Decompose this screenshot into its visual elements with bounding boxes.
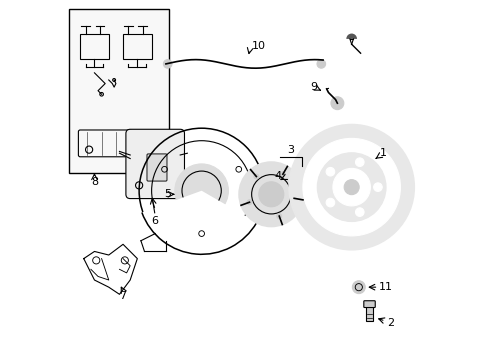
Circle shape <box>246 200 251 205</box>
Text: 6: 6 <box>151 216 159 226</box>
Circle shape <box>355 158 364 166</box>
Circle shape <box>332 168 370 206</box>
Text: 8: 8 <box>91 177 98 187</box>
Circle shape <box>253 174 258 179</box>
Wedge shape <box>142 191 256 254</box>
Circle shape <box>330 97 343 110</box>
Circle shape <box>276 213 281 219</box>
Circle shape <box>163 60 172 68</box>
Text: 7: 7 <box>119 291 126 301</box>
Circle shape <box>316 60 325 68</box>
Circle shape <box>302 138 400 236</box>
Circle shape <box>325 198 334 207</box>
Circle shape <box>355 208 364 216</box>
Circle shape <box>317 153 385 221</box>
Text: 3: 3 <box>287 145 294 155</box>
Text: 5: 5 <box>164 189 171 199</box>
FancyBboxPatch shape <box>69 9 169 173</box>
Circle shape <box>352 281 365 294</box>
Text: 1: 1 <box>380 148 386 158</box>
Text: 10: 10 <box>251 41 265 51</box>
Text: 4: 4 <box>274 171 282 181</box>
FancyBboxPatch shape <box>363 301 374 307</box>
Circle shape <box>258 182 283 207</box>
FancyBboxPatch shape <box>366 306 372 321</box>
Circle shape <box>239 162 303 226</box>
Circle shape <box>280 172 285 177</box>
Circle shape <box>344 180 358 195</box>
Circle shape <box>175 164 228 217</box>
Circle shape <box>288 125 413 249</box>
Wedge shape <box>346 33 356 39</box>
FancyBboxPatch shape <box>147 154 166 181</box>
Text: 2: 2 <box>386 318 394 328</box>
Circle shape <box>291 196 296 201</box>
Text: 9: 9 <box>310 82 317 92</box>
Circle shape <box>373 183 382 192</box>
FancyBboxPatch shape <box>125 129 184 199</box>
Text: 11: 11 <box>378 282 392 292</box>
Circle shape <box>325 167 334 176</box>
